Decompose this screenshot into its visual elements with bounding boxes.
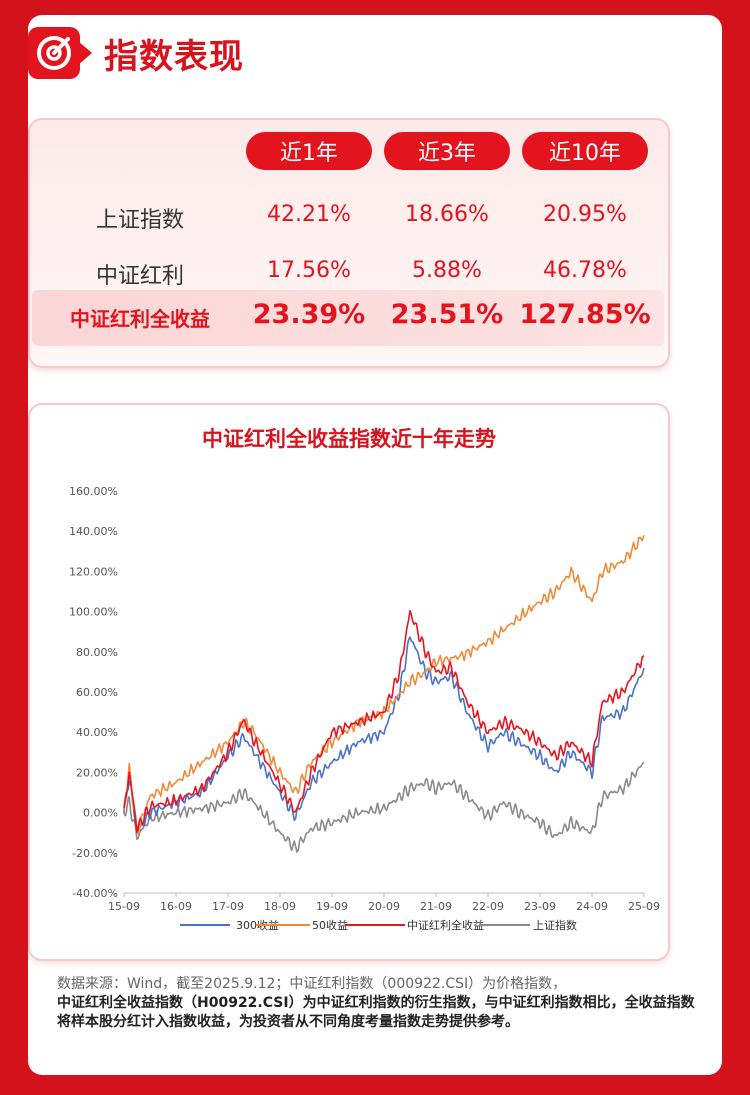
arrow-icon: [78, 41, 92, 65]
x-tick-label: 19-09: [316, 900, 348, 913]
y-tick-label: 120.00%: [69, 565, 118, 578]
row-label-sse: 上证指数: [95, 208, 184, 233]
row-label-csi-dividend-total-return: 中证红利全收益: [70, 307, 210, 331]
x-tick-label: 17-09: [212, 900, 244, 913]
series-line-2: [123, 609, 645, 833]
period-header-10y: 近10年: [522, 132, 648, 170]
line-chart: 160.00% 140.00% 120.00% 100.00% 80.00% 60.00%…: [69, 485, 660, 932]
x-tick-label: 24-09: [576, 900, 608, 913]
y-tick-label: 140.00%: [69, 525, 118, 538]
cell-csi-dividend-3y: 5.88%: [412, 258, 482, 283]
y-tick-label: 20.00%: [76, 766, 118, 779]
period-header-3y: 近3年: [384, 132, 510, 170]
x-tick-label: 18-09: [264, 900, 296, 913]
cell-csi-dividend-1y: 17.56%: [267, 258, 351, 283]
footnote-description: 中证红利全收益指数（H00922.CSI）为中证红利指数的衍生指数，与中证红利指…: [57, 995, 695, 1030]
performance-table: 近1年 近3年 近10年 上证指数 42.21% 18.66% 20.95% 中…: [28, 118, 670, 368]
highlight-row-band: [32, 290, 664, 346]
series-line-0: [123, 636, 645, 834]
cell-total-return-10y: 127.85%: [519, 299, 651, 330]
x-tick-label: 20-09: [368, 900, 400, 913]
y-tick-label: 0.00%: [83, 807, 118, 820]
cell-total-return-3y: 23.51%: [390, 299, 504, 330]
x-tick-label: 15-09: [108, 900, 140, 913]
footnote: 数据来源：Wind，截至2025.9.12；中证红利指数（000922.CSI）…: [57, 975, 697, 1032]
series-line-1: [123, 534, 645, 835]
y-tick-label: 40.00%: [76, 726, 118, 739]
x-tick-label: 16-09: [160, 900, 192, 913]
target-logo-icon: [28, 27, 80, 79]
period-header-1y: 近1年: [246, 132, 372, 170]
x-tick-label: 22-09: [472, 900, 504, 913]
y-tick-label: 60.00%: [76, 686, 118, 699]
cell-sse-10y: 20.95%: [543, 202, 627, 227]
cell-sse-1y: 42.21%: [267, 202, 351, 227]
cell-total-return-1y: 23.39%: [252, 299, 366, 330]
chart-title: 中证红利全收益指数近十年走势: [202, 427, 496, 451]
x-tick-label: 23-09: [524, 900, 556, 913]
page-title: 指数表现: [104, 37, 244, 77]
y-tick-label: 160.00%: [69, 485, 118, 498]
series-line-3: [123, 761, 645, 853]
x-tick-label: 21-09: [420, 900, 452, 913]
row-label-csi-dividend: 中证红利: [95, 264, 184, 289]
x-tick-label: 25-09: [628, 900, 660, 913]
y-tick-label: -40.00%: [72, 887, 118, 900]
legend-label: 上证指数: [533, 918, 577, 932]
cell-sse-3y: 18.66%: [405, 202, 489, 227]
chart-panel: 中证红利全收益指数近十年走势 160.00% 140.00% 120.00% 100.…: [28, 403, 670, 961]
footnote-source: 数据来源：Wind，截至2025.9.12；中证红利指数（000922.CSI）…: [57, 976, 567, 992]
cell-csi-dividend-10y: 46.78%: [543, 258, 627, 283]
y-tick-label: 80.00%: [76, 646, 118, 659]
y-tick-label: -20.00%: [72, 847, 118, 860]
legend-label: 50收益: [312, 918, 348, 932]
legend-label: 中证红利全收益: [407, 918, 484, 932]
y-tick-label: 100.00%: [69, 606, 118, 619]
